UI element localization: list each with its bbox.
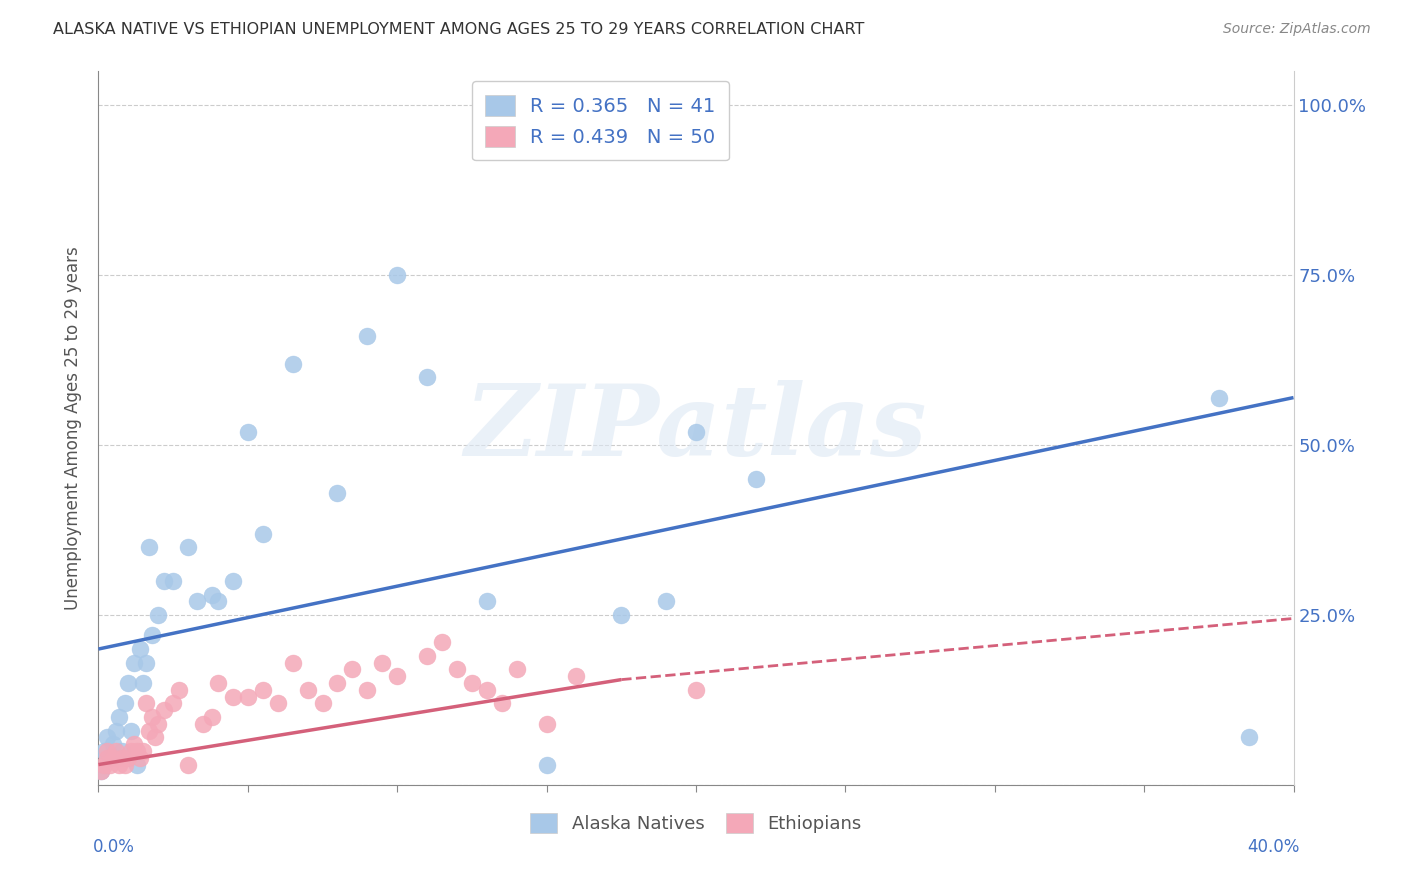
- Point: [1237, 731, 1260, 745]
- Point: [371, 656, 394, 670]
- Point: [105, 723, 128, 738]
- Point: [685, 682, 707, 697]
- Point: [201, 588, 224, 602]
- Point: [114, 697, 136, 711]
- Point: [162, 697, 184, 711]
- Point: [117, 676, 139, 690]
- Point: [90, 764, 112, 779]
- Point: [177, 757, 200, 772]
- Point: [148, 716, 170, 731]
- Point: [655, 594, 678, 608]
- Point: [461, 676, 484, 690]
- Point: [281, 357, 304, 371]
- Point: [385, 669, 409, 683]
- Point: [103, 737, 125, 751]
- Point: [167, 682, 190, 697]
- Point: [685, 425, 707, 439]
- Legend: Alaska Natives, Ethiopians: Alaska Natives, Ethiopians: [523, 805, 869, 840]
- Point: [191, 716, 214, 731]
- Point: [491, 697, 513, 711]
- Point: [252, 682, 274, 697]
- Text: 40.0%: 40.0%: [1247, 838, 1299, 856]
- Point: [356, 329, 378, 343]
- Point: [222, 574, 245, 588]
- Point: [141, 628, 163, 642]
- Point: [96, 751, 118, 765]
- Point: [98, 757, 122, 772]
- Text: Source: ZipAtlas.com: Source: ZipAtlas.com: [1223, 22, 1371, 37]
- Point: [108, 757, 131, 772]
- Point: [281, 656, 304, 670]
- Point: [342, 662, 364, 676]
- Text: 0.0%: 0.0%: [93, 838, 135, 856]
- Point: [96, 744, 118, 758]
- Point: [138, 540, 160, 554]
- Point: [120, 723, 142, 738]
- Point: [475, 682, 498, 697]
- Point: [114, 757, 136, 772]
- Point: [105, 744, 128, 758]
- Point: [117, 751, 139, 765]
- Point: [162, 574, 184, 588]
- Point: [201, 710, 224, 724]
- Point: [103, 751, 125, 765]
- Y-axis label: Unemployment Among Ages 25 to 29 years: Unemployment Among Ages 25 to 29 years: [65, 246, 83, 610]
- Point: [236, 690, 259, 704]
- Point: [207, 594, 229, 608]
- Point: [111, 744, 134, 758]
- Point: [297, 682, 319, 697]
- Point: [120, 744, 142, 758]
- Point: [124, 656, 146, 670]
- Point: [127, 757, 149, 772]
- Point: [565, 669, 588, 683]
- Point: [135, 697, 157, 711]
- Point: [135, 656, 157, 670]
- Point: [446, 662, 468, 676]
- Point: [536, 757, 558, 772]
- Point: [207, 676, 229, 690]
- Point: [222, 690, 245, 704]
- Point: [108, 710, 131, 724]
- Text: ZIPatlas: ZIPatlas: [465, 380, 927, 476]
- Point: [98, 751, 122, 765]
- Point: [148, 608, 170, 623]
- Point: [177, 540, 200, 554]
- Point: [267, 697, 290, 711]
- Point: [138, 723, 160, 738]
- Point: [1208, 391, 1230, 405]
- Point: [111, 751, 134, 765]
- Point: [153, 703, 176, 717]
- Point: [132, 744, 155, 758]
- Point: [610, 608, 633, 623]
- Point: [506, 662, 529, 676]
- Point: [416, 648, 439, 663]
- Point: [93, 757, 115, 772]
- Point: [153, 574, 176, 588]
- Point: [536, 716, 558, 731]
- Point: [124, 737, 146, 751]
- Text: ALASKA NATIVE VS ETHIOPIAN UNEMPLOYMENT AMONG AGES 25 TO 29 YEARS CORRELATION CH: ALASKA NATIVE VS ETHIOPIAN UNEMPLOYMENT …: [53, 22, 865, 37]
- Point: [356, 682, 378, 697]
- Point: [252, 526, 274, 541]
- Point: [93, 744, 115, 758]
- Point: [326, 485, 349, 500]
- Point: [416, 370, 439, 384]
- Point: [96, 731, 118, 745]
- Point: [311, 697, 333, 711]
- Point: [141, 710, 163, 724]
- Point: [143, 731, 166, 745]
- Point: [236, 425, 259, 439]
- Point: [745, 472, 768, 486]
- Point: [430, 635, 453, 649]
- Point: [186, 594, 208, 608]
- Point: [132, 676, 155, 690]
- Point: [90, 764, 112, 779]
- Point: [475, 594, 498, 608]
- Point: [129, 642, 152, 657]
- Point: [326, 676, 349, 690]
- Point: [127, 744, 149, 758]
- Point: [385, 268, 409, 283]
- Point: [129, 751, 152, 765]
